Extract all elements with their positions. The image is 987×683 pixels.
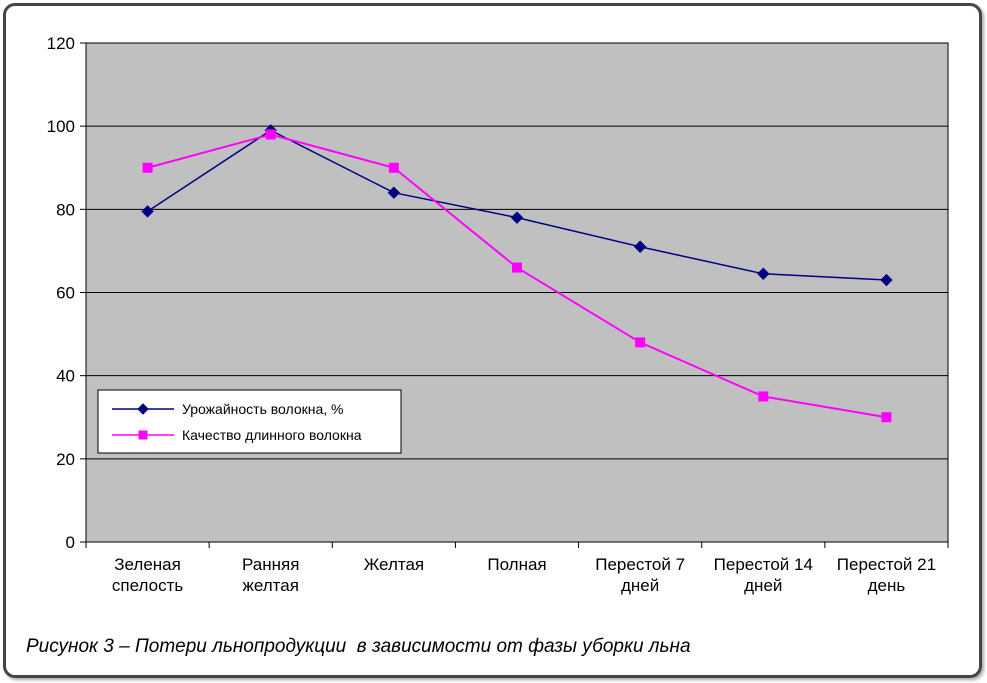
data-point-marker — [635, 337, 646, 348]
category-label: дней — [621, 576, 659, 595]
data-point-marker — [388, 162, 399, 173]
category-label: желтая — [242, 576, 298, 595]
category-label: день — [868, 576, 906, 595]
data-point-marker — [141, 205, 154, 218]
data-point-marker — [138, 430, 148, 440]
data-point-marker — [881, 412, 892, 423]
series-2 — [142, 129, 892, 423]
category-labels: Зеленая спелость Ранняя желтая Желтая Полная П… — [112, 555, 936, 595]
data-point-marker — [142, 162, 153, 173]
figure-frame: 0 20 40 60 80 100 120 Зеленая спелость Ранняя желт… — [3, 3, 982, 678]
category-label: дней — [744, 576, 782, 595]
legend: Урожайность волокна, % Качество длинного … — [97, 389, 402, 454]
legend-label: Качество длинного волокна — [182, 427, 362, 443]
category-label: спелость — [112, 576, 183, 595]
y-tick-label: 120 — [47, 34, 75, 53]
data-point-marker — [387, 186, 401, 199]
data-point-marker — [633, 240, 647, 253]
legend-label: Урожайность волокна, % — [182, 401, 344, 417]
data-point-marker — [137, 403, 149, 415]
y-tick-label: 20 — [56, 450, 75, 469]
data-point-marker — [265, 129, 276, 140]
y-tick-label: 80 — [56, 200, 75, 219]
data-point-marker — [510, 211, 524, 224]
figure-caption: Рисунок 3 – Потери льнопродукции в завис… — [26, 636, 691, 657]
data-point-marker — [512, 262, 522, 273]
gridlines — [80, 42, 948, 543]
category-label: Желтая — [364, 555, 425, 574]
x-axis-ticks — [85, 542, 949, 548]
y-tick-label: 60 — [56, 284, 75, 303]
y-tick-label: 0 — [66, 533, 75, 552]
category-label: Перестой 21 — [837, 555, 936, 574]
line-chart: 0 20 40 60 80 100 120 Зеленая спелость Ранняя желт… — [47, 34, 949, 595]
y-tick-label: 100 — [47, 117, 75, 136]
y-tick-label: 40 — [56, 367, 75, 386]
category-label: Полная — [487, 555, 546, 574]
y-axis-labels: 0 20 40 60 80 100 120 — [47, 34, 75, 552]
category-label: Перестой 7 — [595, 555, 685, 574]
data-point-marker — [758, 391, 769, 402]
category-label: Зеленая — [114, 555, 181, 574]
data-point-marker — [757, 267, 770, 280]
category-label: Перестой 14 — [714, 555, 813, 574]
category-label: Ранняя — [242, 555, 299, 574]
data-point-marker — [880, 273, 893, 287]
